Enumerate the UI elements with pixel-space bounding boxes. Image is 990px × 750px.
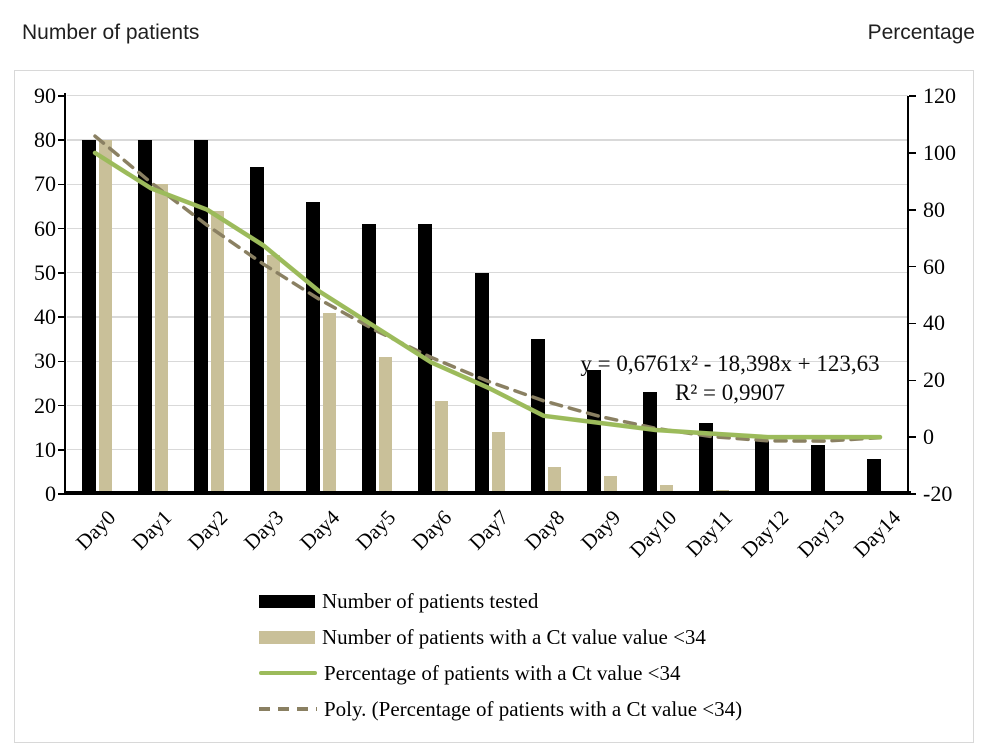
right-axis-tick-label: 40 (923, 310, 945, 336)
bar-number-tested (642, 392, 657, 491)
bar-ct-under-34 (211, 210, 225, 491)
right-axis-tick (909, 436, 916, 438)
left-axis-tick (58, 449, 64, 451)
right-axis-tick (909, 322, 916, 325)
bar-ct-under-34 (267, 255, 281, 491)
bar-number-tested (754, 440, 769, 491)
bar-number-tested (530, 339, 545, 491)
right-axis-tick-label: 100 (923, 139, 956, 165)
bar-number-tested (306, 201, 321, 491)
left-axis-tick-label: 80 (34, 127, 56, 152)
gridline (67, 183, 908, 185)
legend-swatch-green-line (259, 671, 317, 675)
left-axis-tick (58, 360, 64, 363)
left-axis-tick-label: 20 (34, 392, 56, 418)
legend-swatch-tan-bar (259, 630, 315, 644)
right-axis-title: Percentage (867, 21, 975, 44)
bar-number-tested (194, 140, 209, 491)
bar-ct-under-34 (547, 467, 561, 491)
gridline (67, 139, 908, 141)
bar-number-tested (418, 224, 433, 491)
right-axis-tick (909, 379, 916, 382)
bar-number-tested (810, 445, 825, 491)
bar-number-tested (866, 458, 881, 491)
bar-number-tested (698, 423, 713, 491)
equation-annotation: y = 0,6761x² - 18,398x + 123,63 R² = 0,9… (548, 349, 912, 407)
legend-item-poly: Poly. (Percentage of patients with a Ct … (259, 696, 742, 722)
legend-label: Poly. (Percentage of patients with a Ct … (324, 696, 743, 721)
left-axis-tick (58, 139, 64, 141)
y-axis-right (907, 96, 909, 494)
right-axis-tick-label: -20 (923, 481, 953, 506)
left-axis-tick-label: 70 (34, 171, 56, 197)
left-axis-tick-label: 10 (34, 436, 56, 462)
gridline (67, 95, 908, 97)
legend-item-tested: Number of patients tested (259, 588, 742, 614)
x-axis (64, 491, 911, 495)
left-axis-tick (58, 316, 64, 318)
legend-swatch-black-bar (259, 594, 315, 608)
left-axis-tick (58, 272, 64, 274)
bar-ct-under-34 (715, 489, 729, 491)
legend-item-percentage: Percentage of patients with a Ct value <… (259, 660, 742, 686)
legend-label: Number of patients tested (322, 588, 539, 613)
bar-ct-under-34 (603, 476, 617, 491)
left-axis-tick (58, 404, 64, 407)
legend-label: Percentage of patients with a Ct value <… (324, 660, 681, 685)
left-axis-tick-label: 30 (34, 348, 56, 374)
right-axis-tick (909, 152, 916, 154)
bar-number-tested (82, 140, 97, 491)
left-axis-title: Number of patients (22, 21, 200, 44)
right-axis-tick-label: 20 (923, 367, 945, 393)
right-axis-tick (909, 208, 916, 211)
left-axis-tick-label: 60 (34, 215, 56, 241)
right-axis-tick (909, 265, 916, 268)
bar-ct-under-34 (99, 140, 113, 491)
bar-ct-under-34 (155, 184, 169, 491)
right-axis-tick-label: 60 (923, 253, 945, 279)
bar-ct-under-34 (379, 356, 393, 491)
bar-number-tested (250, 166, 265, 491)
legend-item-ct34: Number of patients with a Ct value value… (259, 624, 742, 650)
bar-number-tested (362, 224, 377, 491)
bar-ct-under-34 (435, 401, 449, 491)
right-axis-tick (909, 493, 916, 495)
legend-label: Number of patients with a Ct value value… (322, 624, 706, 649)
left-axis-tick (58, 227, 64, 230)
legend-swatch-dashed-line (259, 707, 317, 711)
left-axis-tick-label: 90 (34, 82, 56, 108)
bar-number-tested (474, 272, 489, 491)
bar-ct-under-34 (659, 485, 673, 491)
r-squared-line: R² = 0,9907 (675, 380, 785, 405)
left-axis-tick (58, 95, 64, 97)
gridline (67, 227, 908, 230)
right-axis-tick-label: 120 (923, 83, 956, 108)
left-axis-tick (58, 493, 64, 495)
y-axis-left (64, 93, 66, 494)
left-axis-tick-label: 40 (34, 304, 56, 329)
right-axis-tick (909, 95, 916, 97)
left-axis-tick-label: 50 (34, 259, 56, 285)
left-axis-tick-label: 0 (45, 481, 56, 506)
bar-number-tested (138, 140, 153, 491)
legend: Number of patients tested Number of pati… (259, 588, 742, 732)
bar-ct-under-34 (323, 312, 337, 491)
equation-line: y = 0,6761x² - 18,398x + 123,63 (580, 351, 880, 376)
right-axis-tick-label: 80 (923, 196, 945, 222)
bar-ct-under-34 (491, 432, 505, 491)
left-axis-tick (58, 183, 64, 186)
right-axis-tick-label: 0 (923, 424, 934, 450)
